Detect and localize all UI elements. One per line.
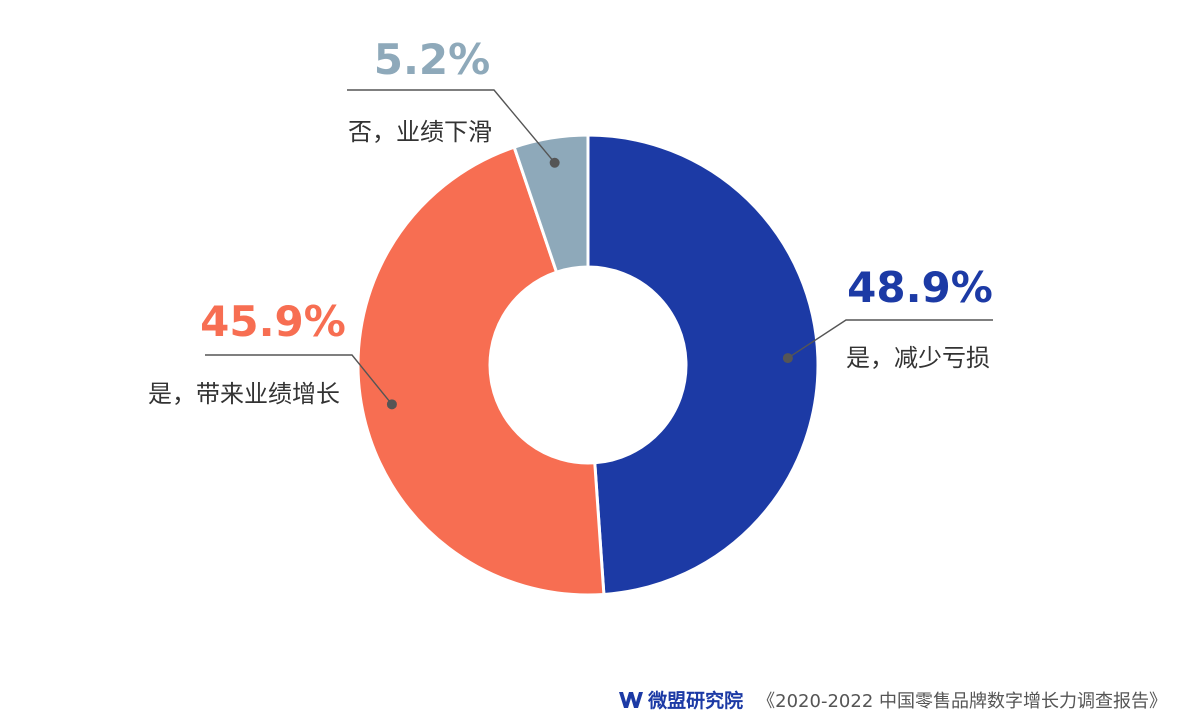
callout-dot bbox=[549, 157, 560, 168]
donut-slice bbox=[356, 145, 606, 597]
callouts: 48.9% 是，减少亏损 45.9% 是，带来业绩增长 5.2% 否，业绩下滑 bbox=[148, 35, 993, 410]
callout-dot bbox=[386, 399, 397, 410]
slice-percent-label: 48.9% bbox=[847, 263, 993, 312]
footer: 微盟研究院 《2020-2022 中国零售品牌数字增长力调查报告》 bbox=[618, 686, 1167, 713]
callout-dot bbox=[782, 353, 793, 364]
slice-percent-label: 45.9% bbox=[200, 297, 346, 346]
callout-line bbox=[205, 354, 393, 405]
slice-category-label: 是，减少亏损 bbox=[846, 344, 990, 372]
donut-slice bbox=[586, 133, 820, 597]
callout-line bbox=[787, 319, 993, 359]
donut-slice bbox=[512, 133, 590, 275]
weimob-logo-icon bbox=[619, 691, 644, 708]
report-title: 《2020-2022 中国零售品牌数字增长力调查报告》 bbox=[757, 690, 1167, 712]
slice-category-label: 否，业绩下滑 bbox=[348, 118, 492, 146]
slice-category-label: 是，带来业绩增长 bbox=[148, 380, 340, 408]
brand-name: 微盟研究院 bbox=[648, 690, 744, 712]
slice-percent-label: 5.2% bbox=[374, 35, 490, 84]
donut-slices bbox=[356, 133, 820, 597]
callout-line bbox=[347, 89, 556, 164]
